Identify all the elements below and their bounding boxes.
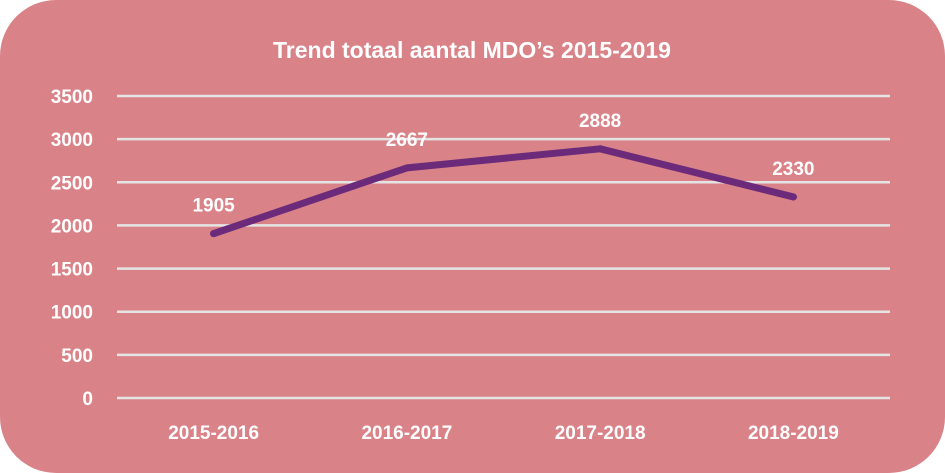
data-label: 2667 xyxy=(386,130,428,151)
data-label: 2330 xyxy=(772,159,814,180)
x-tick-label: 2017-2018 xyxy=(555,423,646,444)
series-line xyxy=(210,145,797,238)
data-point xyxy=(210,230,218,238)
data-label: 1905 xyxy=(192,196,235,217)
y-axis-ticks: 0 500 1000 1500 2000 2500 3000 3500 xyxy=(51,87,93,410)
series-layer xyxy=(210,145,797,238)
y-tick-label: 3500 xyxy=(51,87,93,108)
chart-title: Trend totaal aantal MDO’s 2015-2019 xyxy=(273,37,671,63)
data-point xyxy=(403,164,411,172)
y-tick-label: 500 xyxy=(61,346,93,367)
y-tick-label: 1500 xyxy=(51,260,93,281)
x-tick-label: 2015-2016 xyxy=(168,423,259,444)
x-tick-label: 2016-2017 xyxy=(361,423,452,444)
x-tick-label: 2018-2019 xyxy=(748,423,839,444)
data-point xyxy=(596,145,604,153)
data-label: 2888 xyxy=(579,111,621,132)
y-tick-label: 0 xyxy=(82,389,93,410)
y-tick-label: 3000 xyxy=(51,130,93,151)
y-tick-label: 2000 xyxy=(51,216,93,237)
x-axis-ticks: 2015-2016 2016-2017 2017-2018 2018-2019 xyxy=(168,423,839,444)
y-tick-label: 1000 xyxy=(51,303,93,324)
gridlines xyxy=(117,94,890,400)
data-point xyxy=(789,193,797,201)
y-tick-label: 2500 xyxy=(51,173,93,194)
data-labels: 1905 2667 2888 2330 xyxy=(192,111,814,217)
